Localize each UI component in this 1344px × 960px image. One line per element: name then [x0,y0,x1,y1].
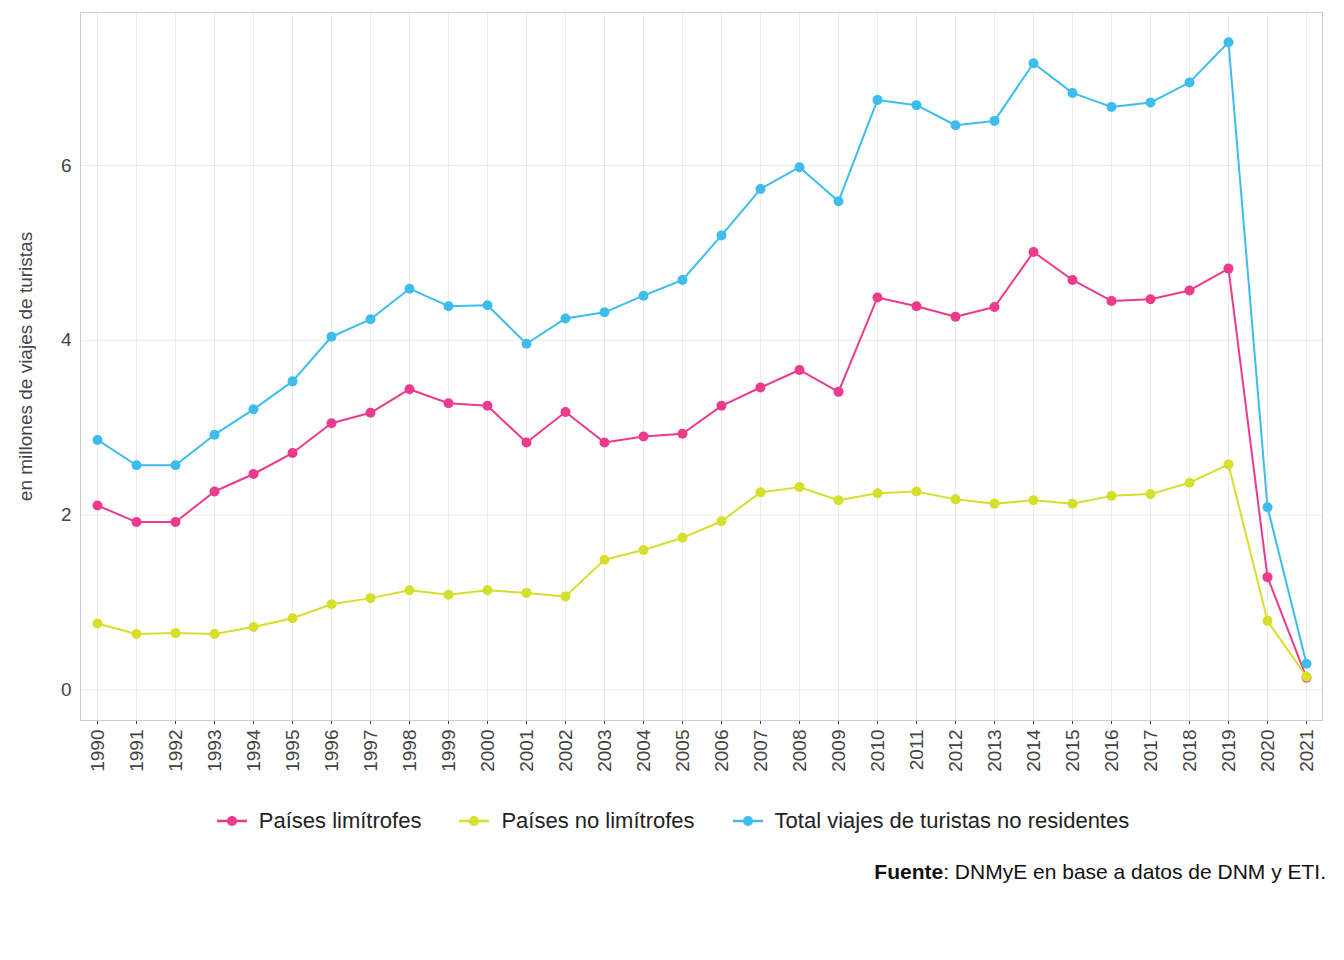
svg-text:1996: 1996 [321,730,342,772]
svg-text:1998: 1998 [399,730,420,772]
html-text:Países limítrofes: Países limítrofes [258,808,422,833]
svg-text:1993: 1993 [204,730,225,772]
svg-text:0: 0 [61,679,72,700]
svg-text:2011: 2011 [906,730,927,771]
svg-text:1991: 1991 [126,730,147,772]
html-text:Países no limítrofes: Países no limítrofes [501,808,695,833]
svg-text:2010: 2010 [867,730,888,772]
svg-text:1999: 1999 [438,730,459,772]
svg-text:2014: 2014 [1023,729,1044,772]
svg-text:2021: 2021 [1296,730,1317,772]
svg-text:en millones de viajes de turis: en millones de viajes de turistas [15,232,36,501]
svg-text:2007: 2007 [750,730,771,772]
svg-text:2016: 2016 [1101,730,1122,772]
svg-text:2001: 2001 [516,730,537,772]
svg-text:1990: 1990 [87,730,108,772]
svg-text:2008: 2008 [789,730,810,772]
svg-text:2015: 2015 [1062,730,1083,772]
svg-text:2: 2 [61,504,72,525]
svg-text:1995: 1995 [282,730,303,772]
svg-text:2018: 2018 [1179,730,1200,772]
svg-text:2003: 2003 [594,730,615,772]
svg-text:2020: 2020 [1257,730,1278,772]
svg-text:2017: 2017 [1140,730,1161,772]
svg-text:2019: 2019 [1218,730,1239,772]
svg-text:2005: 2005 [672,730,693,772]
svg-text:2012: 2012 [945,730,966,772]
svg-text:6: 6 [61,155,72,176]
svg-text:1992: 1992 [165,730,186,772]
svg-text:2006: 2006 [711,730,732,772]
svg-text:2013: 2013 [984,730,1005,772]
svg-text:2004: 2004 [633,729,654,772]
svg-text:1994: 1994 [243,729,264,772]
svg-text:2002: 2002 [555,730,576,772]
html-text:Total viajes de turistas no re: Total viajes de turistas no residentes [774,808,1130,833]
html-text:Fuente: DNMyE en base a datos: Fuente: DNMyE en base a datos de DNM y E… [874,860,1326,883]
svg-text:1997: 1997 [360,730,381,772]
svg-text:2000: 2000 [477,730,498,772]
svg-text:4: 4 [61,329,72,350]
svg-text:2009: 2009 [828,730,849,772]
